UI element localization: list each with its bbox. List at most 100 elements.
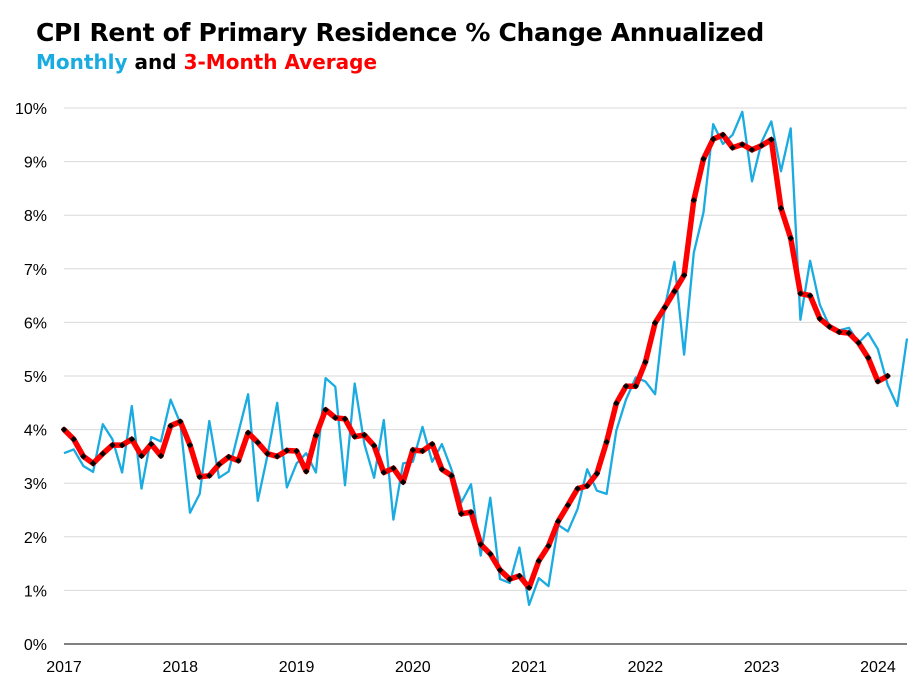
average-point-marker (273, 453, 281, 460)
average-point-marker (816, 315, 823, 322)
average-point-marker (196, 473, 203, 480)
y-tick-label: 4% (24, 423, 47, 440)
average-point-marker (167, 422, 174, 430)
x-tick-label: 2020 (395, 659, 431, 676)
average-point-marker (303, 468, 310, 475)
average-point-marker (370, 442, 378, 449)
average-point-marker (118, 441, 126, 449)
average-point-marker (535, 557, 542, 565)
average-point-marker (70, 436, 77, 443)
average-point-marker (254, 439, 261, 446)
average-point-marker (739, 141, 746, 148)
average-point-marker (215, 461, 223, 468)
average-point-marker (855, 339, 862, 346)
average-point-marker (690, 196, 698, 204)
average-point-marker (399, 478, 407, 486)
y-tick-label: 10% (15, 101, 47, 118)
average-point-marker (186, 441, 194, 449)
average-point-marker (80, 453, 87, 460)
average-point-marker (564, 501, 572, 509)
average-point-marker (409, 446, 417, 454)
tick-labels: 0% 1% 2% 3% 4% 5% 6% 7% 8% 9% 10% 2017 2018 2019 2020 2… (15, 101, 896, 676)
series-line-3-month-average (61, 132, 891, 591)
average-point-marker (283, 447, 291, 454)
average-point-marker (361, 431, 368, 439)
average-point-marker (845, 329, 853, 337)
chart-subtitle: Monthly and 3-Month Average (36, 50, 764, 74)
y-tick-label: 9% (24, 155, 47, 172)
average-point-marker (467, 508, 475, 516)
average-point-marker (748, 146, 756, 154)
average-point-marker (787, 235, 794, 242)
grid (64, 107, 907, 591)
average-point-marker (622, 382, 630, 390)
x-tick-label: 2017 (46, 659, 82, 676)
average-point-marker (351, 433, 358, 440)
average-point-marker (865, 354, 872, 361)
average-point-marker (235, 457, 242, 464)
x-tick-label: 2018 (162, 659, 198, 676)
y-tick-label: 1% (24, 583, 47, 600)
average-point-marker (642, 358, 649, 366)
average-point-marker (758, 142, 765, 149)
average-point-marker (438, 466, 446, 473)
average-point-marker (128, 436, 136, 443)
average-point-marker (613, 400, 620, 407)
average-point-marker (797, 290, 804, 297)
average-point-marker (206, 472, 213, 479)
average-point-marker (332, 414, 339, 422)
average-point-marker (671, 288, 678, 295)
average-point-marker (700, 155, 707, 163)
y-tick-label: 8% (24, 208, 47, 225)
average-point-marker (603, 438, 610, 446)
average-point-marker (341, 415, 349, 423)
y-tick-label: 7% (24, 262, 47, 279)
average-point-marker (448, 472, 455, 479)
average-point-marker (157, 452, 165, 460)
chart-header: CPI Rent of Primary Residence % Change A… (36, 18, 764, 74)
average-point-marker (884, 372, 891, 380)
average-point-marker (89, 460, 97, 467)
x-tick-label: 2021 (511, 659, 547, 676)
average-point-marker (719, 131, 727, 138)
average-point-marker (874, 378, 882, 385)
average-point-marker (264, 450, 271, 457)
average-point-marker (554, 518, 562, 525)
average-point-marker (380, 469, 387, 476)
average-point-marker (826, 323, 833, 330)
subtitle-monthly-label: Monthly (36, 50, 128, 74)
y-tick-label: 2% (24, 530, 47, 547)
average-point-marker (177, 418, 184, 425)
average-point-marker (60, 426, 68, 433)
average-point-marker (574, 485, 581, 492)
chart-title: CPI Rent of Primary Residence % Change A… (36, 18, 764, 47)
average-point-marker (835, 328, 843, 336)
average-point-marker (661, 304, 668, 311)
average-point-marker (777, 205, 785, 212)
average-point-marker (680, 272, 688, 279)
average-point-marker (99, 450, 106, 457)
average-point-marker (545, 542, 552, 550)
subtitle-and-label: and (134, 50, 177, 74)
average-point-marker (109, 441, 116, 449)
average-point-marker (651, 319, 659, 327)
series-line-monthly (63, 110, 909, 607)
average-point-marker (225, 453, 232, 461)
average-point-marker (322, 406, 329, 413)
average-point-marker (487, 550, 494, 558)
average-point-marker (593, 470, 601, 477)
average-point-marker (312, 432, 320, 439)
average-point-marker (244, 429, 252, 437)
average-point-marker (419, 447, 426, 455)
average-point-marker (525, 584, 533, 591)
average-point-marker (506, 575, 513, 583)
average-point-marker (768, 136, 775, 143)
series-layer (60, 110, 909, 607)
average-point-marker (477, 541, 484, 548)
average-point-marker (138, 452, 145, 460)
average-point-marker (429, 440, 436, 448)
x-tick-label: 2023 (744, 659, 780, 676)
subtitle-average-label: 3-Month Average (183, 50, 378, 74)
x-tick-label: 2022 (628, 659, 664, 676)
